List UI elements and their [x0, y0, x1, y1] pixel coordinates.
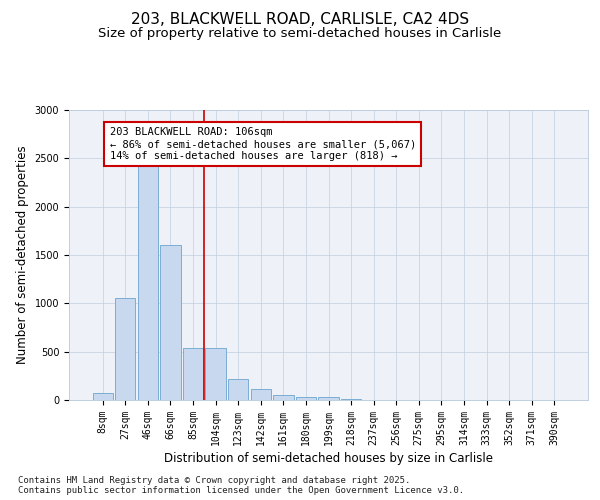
Bar	[115, 298, 136, 400]
Bar	[183, 348, 203, 400]
Text: Contains HM Land Registry data © Crown copyright and database right 2025.
Contai: Contains HM Land Registry data © Crown c…	[18, 476, 464, 495]
Bar	[205, 348, 226, 400]
Text: 203 BLACKWELL ROAD: 106sqm
← 86% of semi-detached houses are smaller (5,067)
14%: 203 BLACKWELL ROAD: 106sqm ← 86% of semi…	[110, 128, 416, 160]
Text: 203, BLACKWELL ROAD, CARLISLE, CA2 4DS: 203, BLACKWELL ROAD, CARLISLE, CA2 4DS	[131, 12, 469, 28]
Y-axis label: Number of semi-detached properties: Number of semi-detached properties	[16, 146, 29, 364]
Bar	[251, 389, 271, 400]
Bar	[228, 378, 248, 400]
Text: Size of property relative to semi-detached houses in Carlisle: Size of property relative to semi-detach…	[98, 28, 502, 40]
X-axis label: Distribution of semi-detached houses by size in Carlisle: Distribution of semi-detached houses by …	[164, 452, 493, 465]
Bar	[273, 394, 293, 400]
Bar	[296, 397, 316, 400]
Bar	[160, 246, 181, 400]
Bar	[92, 393, 113, 400]
Bar	[341, 399, 361, 400]
Bar	[319, 396, 338, 400]
Bar	[138, 160, 158, 400]
